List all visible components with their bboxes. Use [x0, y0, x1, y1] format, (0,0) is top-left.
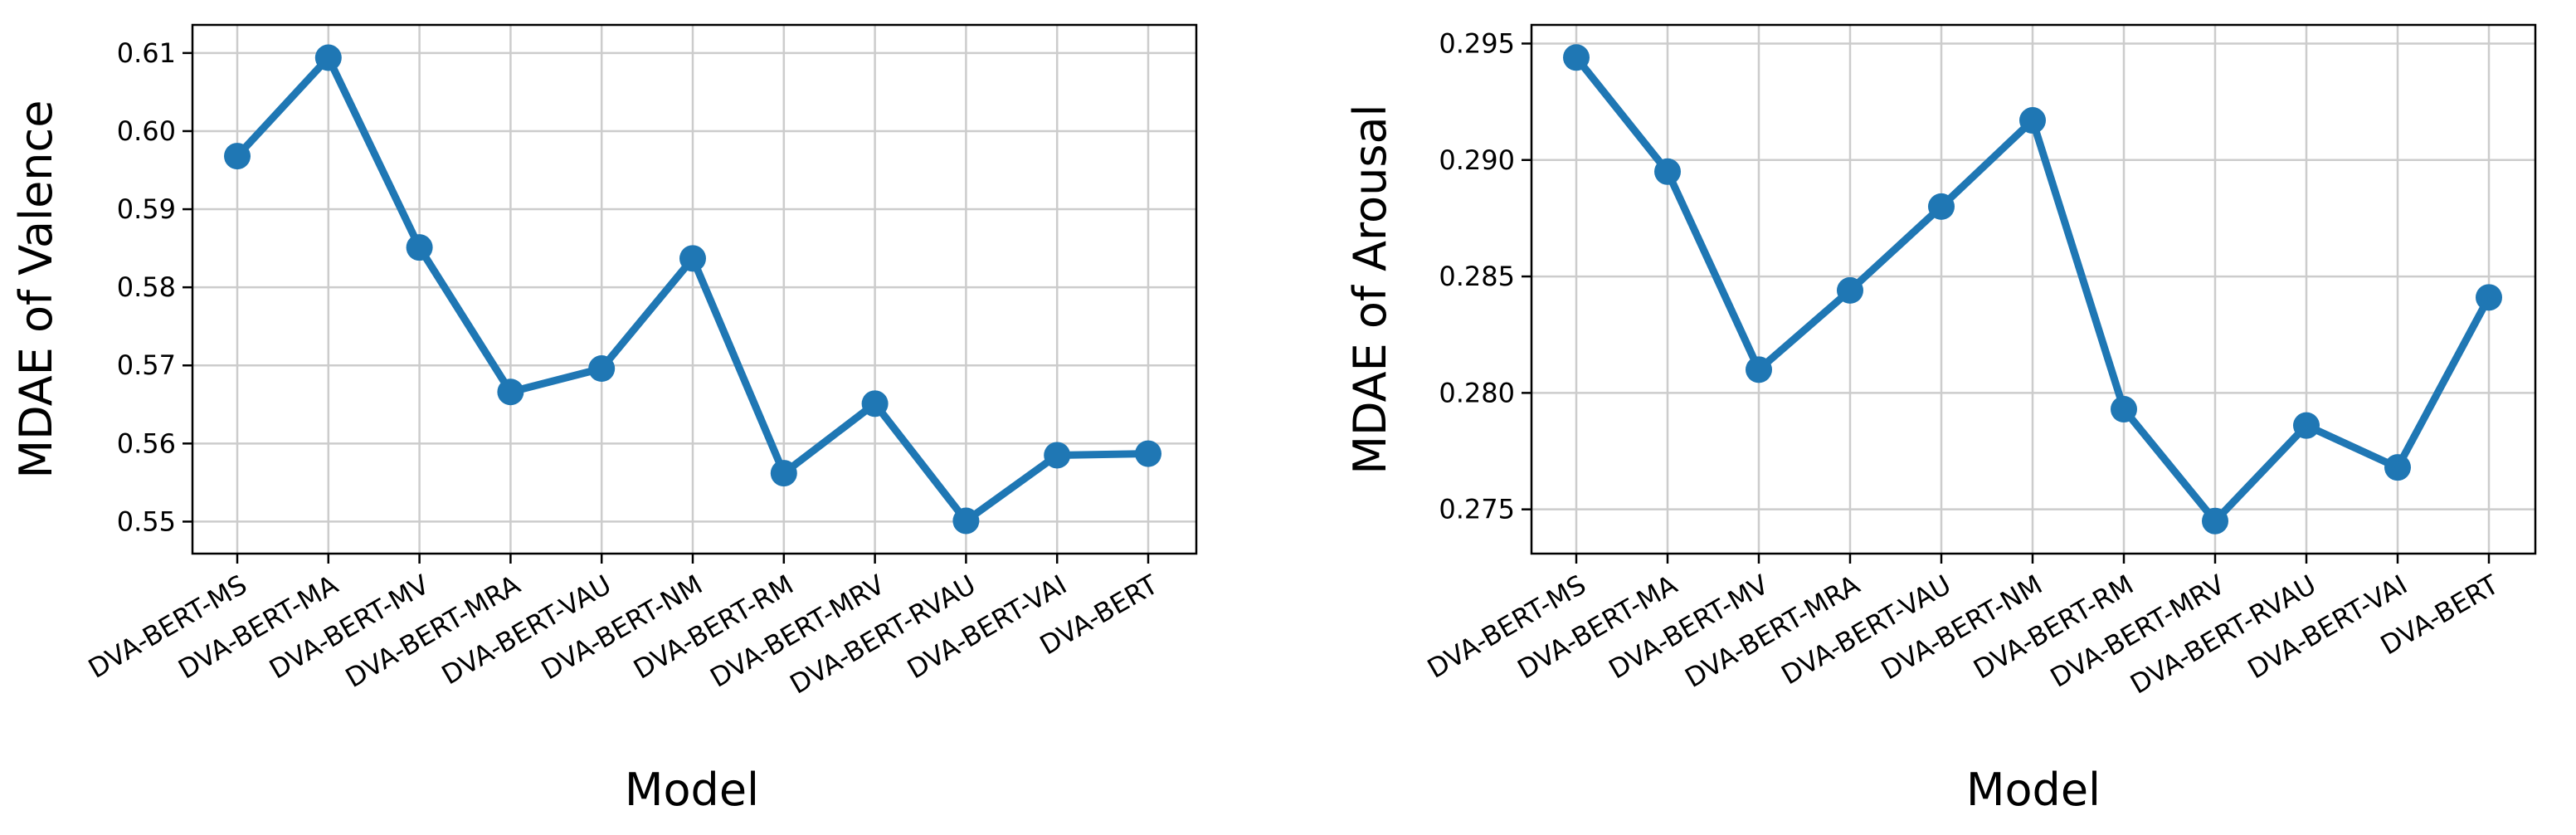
data-point: [1837, 276, 1863, 304]
data-point: [2019, 107, 2046, 134]
data-point: [1654, 158, 1681, 185]
y-tick-label: 0.285: [1439, 261, 1515, 292]
grid: [192, 25, 1196, 554]
valence-chart: 0.550.560.570.580.590.600.61DVA-BERT-MSD…: [10, 23, 1198, 816]
y-tick-label: 0.61: [117, 37, 176, 69]
data-point: [1135, 440, 1161, 467]
data-point: [1563, 44, 1590, 71]
data-point: [770, 460, 797, 487]
y-tick-label: 0.55: [117, 505, 176, 537]
y-tick-label: 0.60: [117, 115, 176, 147]
data-point: [2476, 284, 2502, 311]
data-point: [224, 143, 251, 170]
y-tick-label: 0.280: [1439, 377, 1515, 408]
x-axis-title: Model: [625, 764, 759, 816]
data-point: [588, 355, 616, 383]
arousal-chart: 0.2750.2800.2850.2900.295DVA-BERT-MSDVA-…: [1344, 23, 2537, 816]
y-axis-title: MDAE of Arousal: [1344, 104, 1396, 474]
data-point: [2202, 507, 2228, 535]
y-tick-label: 0.57: [117, 349, 176, 381]
data-point: [406, 234, 433, 261]
data-point: [679, 245, 706, 272]
data-point: [2111, 396, 2137, 423]
y-tick-label: 0.59: [117, 193, 176, 225]
y-tick-label: 0.275: [1439, 494, 1515, 525]
data-point: [1044, 442, 1071, 469]
data-point: [1746, 356, 1772, 383]
data-point: [497, 378, 524, 406]
data-point: [2293, 412, 2320, 439]
y-tick-label: 0.56: [117, 427, 176, 459]
y-tick-label: 0.295: [1439, 27, 1515, 59]
y-tick-label: 0.290: [1439, 144, 1515, 176]
data-point: [314, 44, 342, 71]
data-point: [2384, 454, 2411, 481]
data-point: [952, 507, 980, 535]
x-axis-title: Model: [1966, 764, 2101, 816]
grid: [1531, 25, 2535, 554]
data-point: [1928, 193, 1955, 220]
y-tick-label: 0.58: [117, 271, 176, 303]
y-axis-title: MDAE of Valence: [10, 100, 62, 479]
data-point: [861, 390, 889, 418]
plot-frame: [191, 23, 1198, 555]
